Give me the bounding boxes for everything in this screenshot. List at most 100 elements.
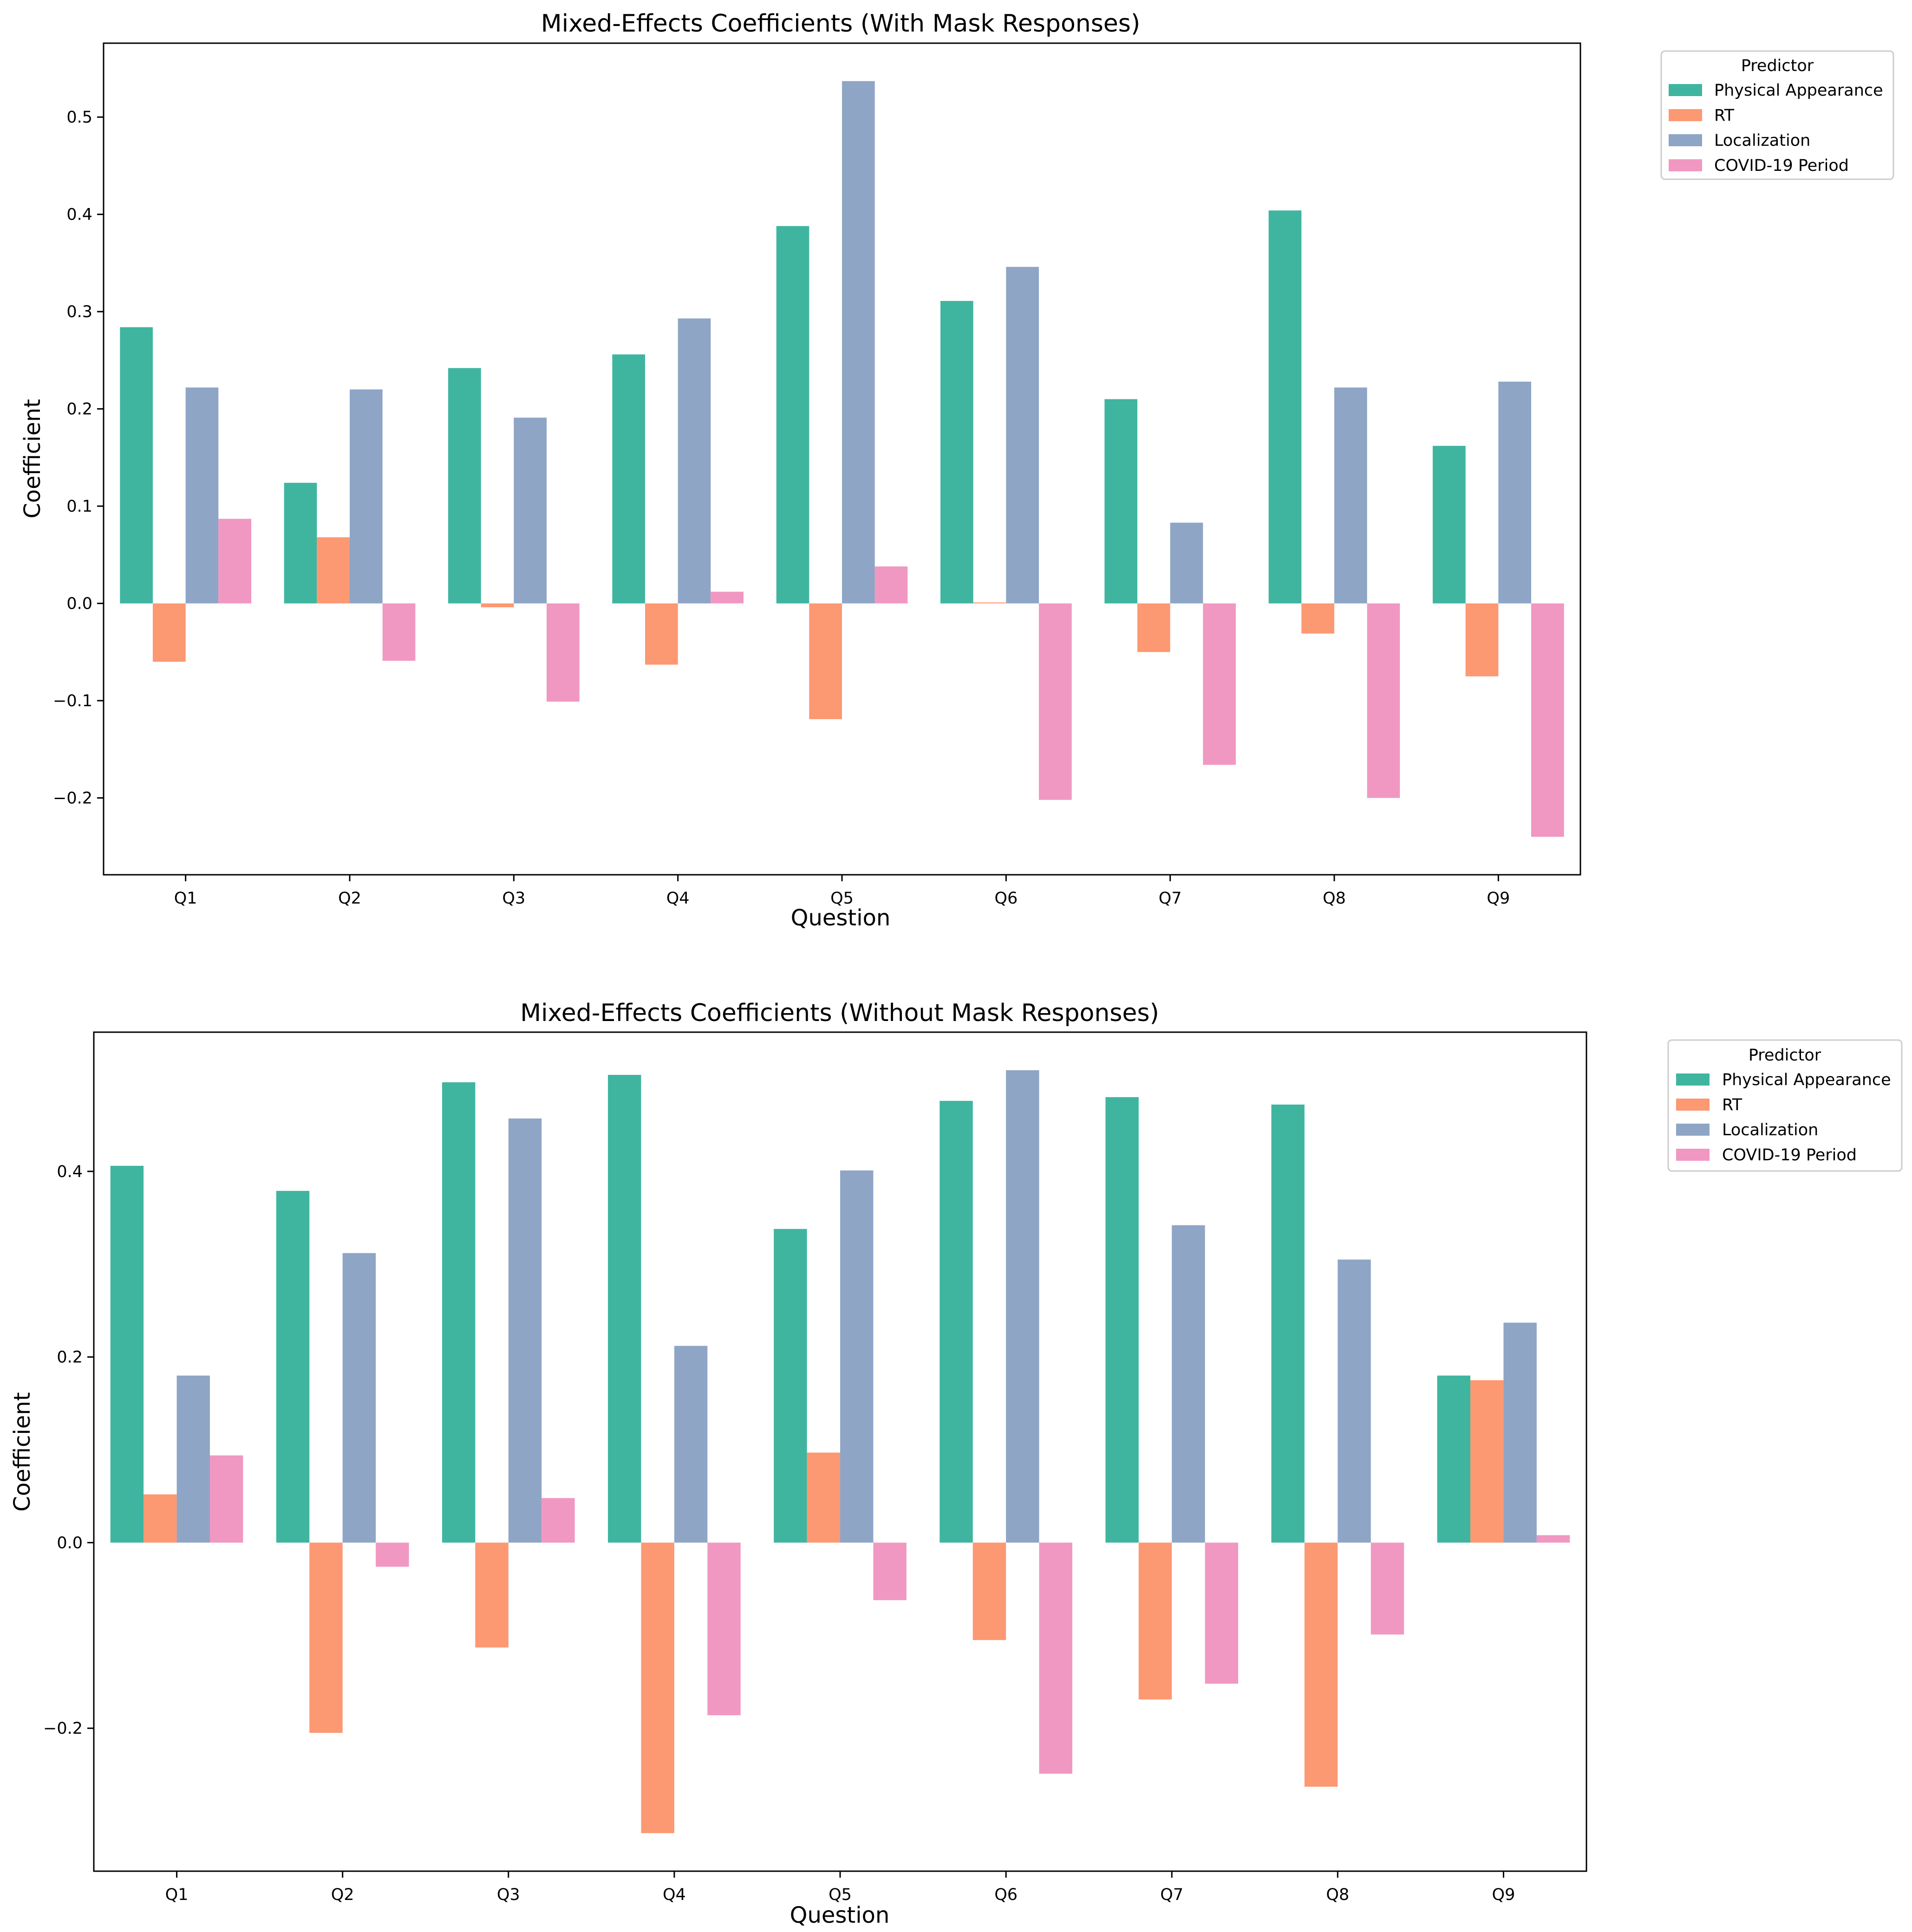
bar-q7-rt — [1138, 1542, 1172, 1700]
bar-q9-physical-appearance — [1433, 446, 1466, 604]
bar-q7-covid-19-period — [1205, 1542, 1239, 1684]
y-tick-label: −0.1 — [53, 692, 92, 710]
bar-q9-physical-appearance — [1437, 1375, 1471, 1543]
x-axis-label: Question — [790, 1902, 890, 1928]
x-tick-label: Q1 — [165, 1886, 189, 1904]
legend-label: Localization — [1714, 131, 1810, 150]
bar-q4-covid-19-period — [707, 1542, 741, 1716]
bar-q6-physical-appearance — [940, 1100, 973, 1543]
bar-q8-covid-19-period — [1370, 1542, 1404, 1635]
bar-q2-localization — [350, 389, 383, 604]
chart-title: Mixed-Effects Coefficients (With Mask Re… — [541, 10, 1140, 38]
bar-q5-physical-appearance — [776, 226, 809, 604]
bar-q8-localization — [1338, 1259, 1371, 1543]
bar-q2-physical-appearance — [284, 482, 317, 604]
bar-q8-covid-19-period — [1367, 603, 1400, 798]
y-tick-label: −0.2 — [53, 789, 92, 808]
y-tick-label: 0.1 — [66, 497, 92, 516]
x-tick-label: Q4 — [663, 1886, 686, 1904]
legend-label: Localization — [1722, 1121, 1818, 1139]
x-tick-label: Q8 — [1326, 1886, 1349, 1904]
x-tick-label: Q9 — [1487, 889, 1510, 908]
y-axis-ticks: −0.2 0.0 0.2 0.4 — [43, 1163, 94, 1738]
bar-q5-rt — [807, 1452, 840, 1543]
bar-q1-covid-19-period — [218, 519, 251, 604]
bar-q8-physical-appearance — [1268, 210, 1302, 604]
chart-title: Mixed-Effects Coefficients (Without Mask… — [520, 999, 1159, 1027]
y-axis-ticks: −0.2 −0.1 0.0 0.1 0.2 0.3 0.4 0.5 — [53, 108, 104, 808]
x-tick-label: Q5 — [829, 1886, 852, 1904]
bar-q1-rt — [153, 603, 186, 662]
bar-q5-localization — [842, 81, 875, 604]
legend-title: Predictor — [1741, 57, 1814, 75]
bar-q4-localization — [678, 318, 711, 604]
bar-q5-covid-19-period — [874, 566, 908, 604]
bar-q8-rt — [1304, 1542, 1338, 1787]
bar-q8-localization — [1334, 387, 1367, 604]
bar-q9-rt — [1465, 603, 1499, 677]
y-tick-label: 0.2 — [66, 400, 92, 419]
legend-title: Predictor — [1749, 1046, 1821, 1065]
bar-q9-covid-19-period — [1536, 1535, 1570, 1543]
legend-swatch — [1676, 1073, 1710, 1086]
legend-label: RT — [1722, 1096, 1742, 1114]
bar-q9-rt — [1470, 1380, 1504, 1543]
bar-q8-rt — [1301, 603, 1334, 634]
bar-q6-rt — [972, 1542, 1006, 1640]
bar-q6-rt — [973, 602, 1006, 604]
x-tick-label: Q9 — [1492, 1886, 1515, 1904]
bar-q5-rt — [809, 603, 842, 719]
bar-q3-covid-19-period — [542, 1498, 575, 1543]
x-tick-label: Q7 — [1159, 889, 1182, 908]
bar-q7-covid-19-period — [1203, 603, 1236, 765]
legend-frame — [1660, 50, 1894, 180]
bar-q4-rt — [645, 603, 678, 665]
bar-q2-physical-appearance — [276, 1190, 310, 1543]
bar-q1-physical-appearance — [110, 1165, 144, 1543]
y-tick-label: 0.5 — [66, 108, 92, 127]
legend: Predictor Physical Appearance RT Localizat… — [1660, 50, 1894, 180]
bar-q4-covid-19-period — [711, 592, 744, 604]
bar-q4-physical-appearance — [608, 1074, 641, 1543]
bar-q6-localization — [1006, 1070, 1039, 1543]
x-tick-label: Q4 — [666, 889, 690, 908]
bar-q7-localization — [1170, 522, 1203, 604]
chart-without-mask: Mixed-Effects Coefficients (Without Mask… — [9, 999, 1903, 1928]
x-tick-label: Q7 — [1160, 1886, 1183, 1904]
bar-q1-covid-19-period — [209, 1455, 243, 1543]
bar-q7-physical-appearance — [1104, 399, 1137, 604]
bar-q4-rt — [641, 1542, 674, 1834]
y-axis-label: Coefficient — [20, 399, 46, 518]
bar-q5-physical-appearance — [774, 1229, 807, 1543]
bar-q3-rt — [475, 1542, 509, 1648]
bar-q1-localization — [176, 1375, 210, 1543]
legend-swatch — [1669, 134, 1702, 146]
bar-q4-physical-appearance — [612, 354, 645, 604]
bar-q4-localization — [674, 1346, 708, 1543]
legend-swatch — [1669, 109, 1702, 121]
legend-label: Physical Appearance — [1722, 1071, 1891, 1089]
bar-q2-covid-19-period — [382, 603, 416, 661]
legend-entries: Physical Appearance RT Localization COVID-1… — [1676, 1071, 1891, 1164]
bar-q3-physical-appearance — [448, 368, 481, 604]
x-tick-label: Q6 — [994, 889, 1018, 908]
y-tick-label: 0.2 — [57, 1348, 83, 1367]
chart-with-mask: Mixed-Effects Coefficients (With Mask Re… — [20, 10, 1894, 931]
x-tick-label: Q1 — [174, 889, 197, 908]
x-axis-ticks: Q1 Q2 Q3 Q4 Q5 Q6 Q7 Q8 Q9 — [174, 875, 1510, 908]
bar-q2-localization — [342, 1253, 376, 1543]
bar-q3-rt — [481, 603, 514, 607]
bars-group — [110, 1070, 1570, 1834]
legend-label: Physical Appearance — [1714, 81, 1883, 100]
bar-q7-physical-appearance — [1105, 1097, 1139, 1543]
x-tick-label: Q5 — [830, 889, 854, 908]
legend-frame — [1667, 1039, 1903, 1172]
y-tick-label: 0.0 — [57, 1534, 83, 1552]
legend-swatch — [1676, 1124, 1710, 1136]
legend-label: COVID-19 Period — [1714, 156, 1849, 175]
y-tick-label: −0.2 — [43, 1719, 83, 1738]
y-axis-label: Coefficient — [9, 1392, 35, 1511]
x-tick-label: Q3 — [497, 1886, 520, 1904]
bar-q6-physical-appearance — [940, 301, 973, 604]
